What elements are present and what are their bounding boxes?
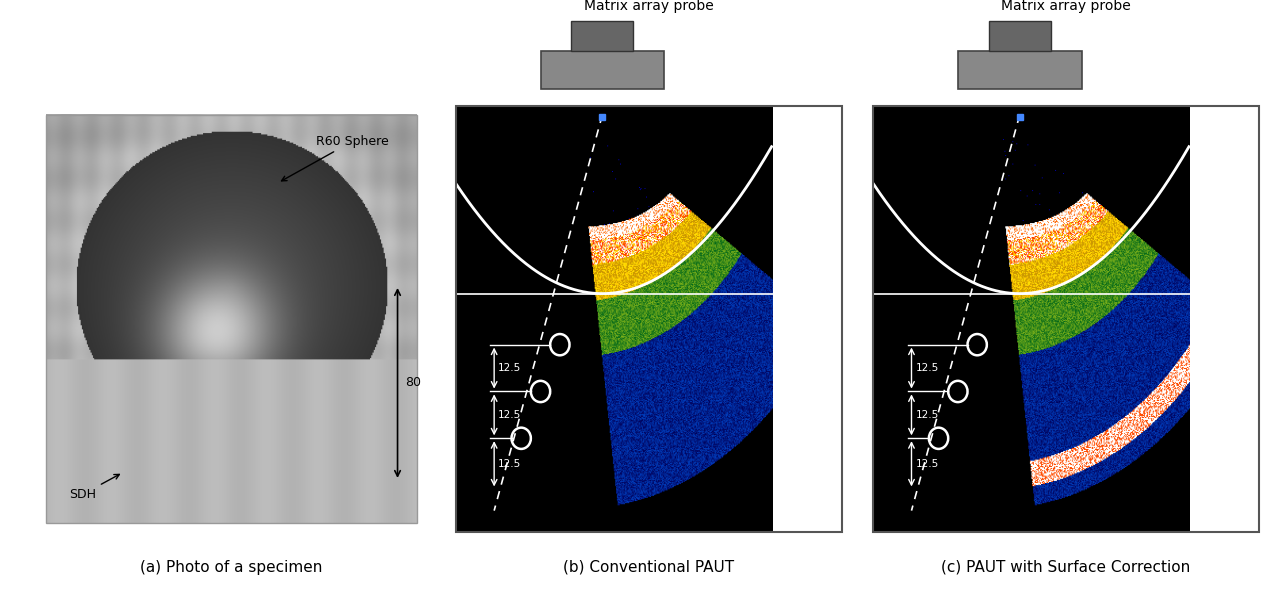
Bar — [571, 21, 633, 51]
Bar — [958, 51, 1081, 89]
Text: 30: 30 — [1213, 197, 1233, 212]
Bar — [541, 51, 664, 89]
Text: (b) Conventional PAUT: (b) Conventional PAUT — [563, 560, 734, 575]
Text: (a) Photo of a specimen: (a) Photo of a specimen — [140, 560, 323, 575]
Text: (c) PAUT with Surface Correction: (c) PAUT with Surface Correction — [941, 560, 1191, 575]
Text: Water: Water — [1205, 134, 1247, 147]
Text: 50: 50 — [1213, 401, 1233, 416]
Text: 12.5: 12.5 — [499, 363, 522, 373]
Text: water: water — [787, 134, 828, 147]
Text: 80: 80 — [406, 376, 421, 389]
Text: Steel: Steel — [1205, 312, 1240, 326]
Text: Steel: Steel — [787, 312, 823, 326]
Text: 50: 50 — [795, 401, 815, 416]
Text: 12.5: 12.5 — [916, 410, 939, 420]
Text: Matrix array probe: Matrix array probe — [584, 0, 714, 13]
Text: R60 Sphere: R60 Sphere — [281, 135, 389, 181]
Text: 30: 30 — [795, 197, 815, 212]
Bar — [988, 21, 1051, 51]
Text: 12.5: 12.5 — [499, 410, 522, 420]
Text: 12.5: 12.5 — [916, 459, 939, 469]
Text: Matrix array probe: Matrix array probe — [1001, 0, 1131, 13]
Text: 12.5: 12.5 — [916, 363, 939, 373]
Text: 12.5: 12.5 — [499, 459, 522, 469]
Text: SDH: SDH — [69, 475, 120, 501]
